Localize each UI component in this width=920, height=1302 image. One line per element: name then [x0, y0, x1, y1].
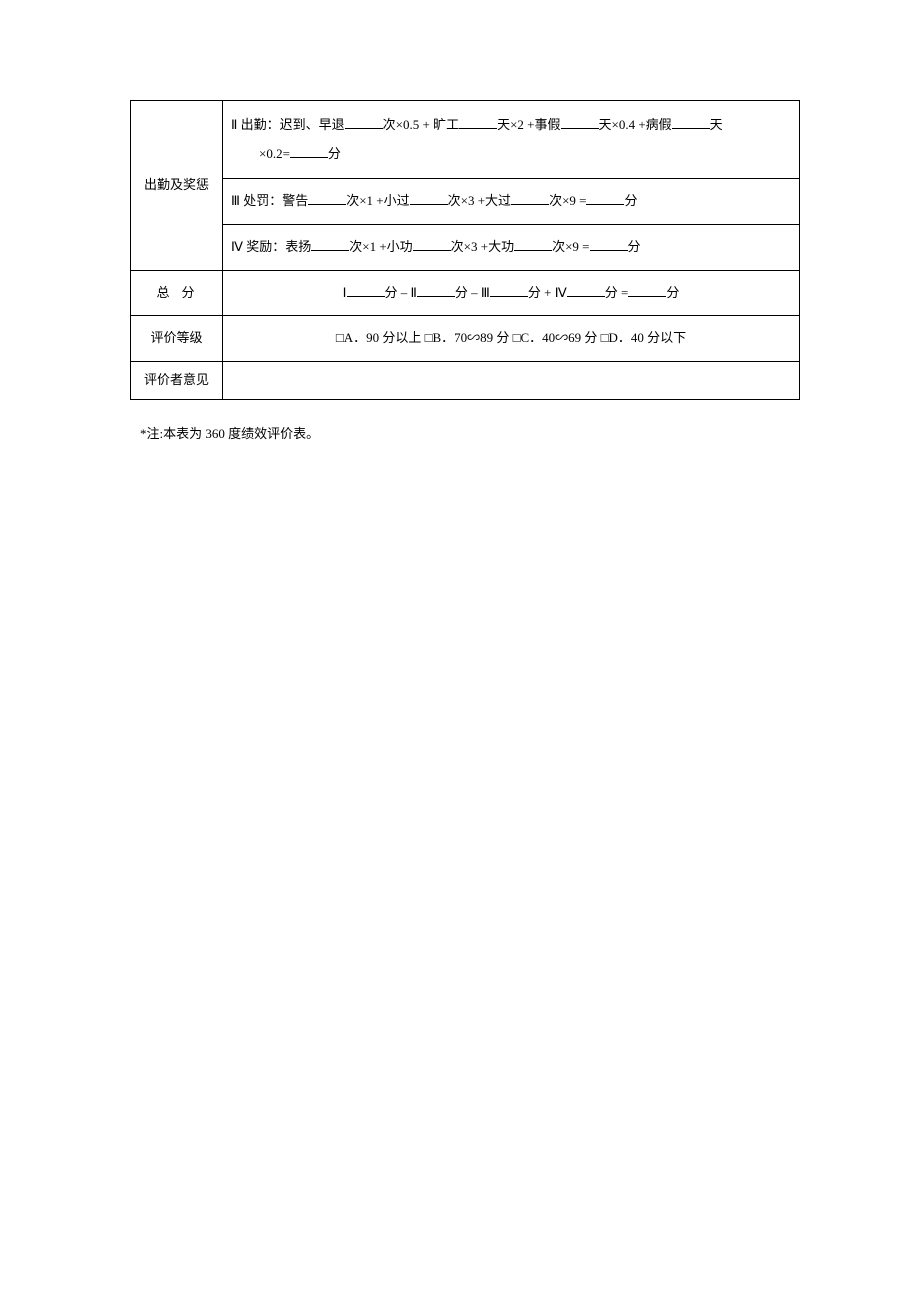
reward-part1: 次×1 +小功 [349, 239, 412, 254]
blank-absent[interactable] [459, 116, 497, 129]
attendance-suffix-prefix: ×0.2= [259, 146, 290, 161]
total-label: 总分 [131, 270, 223, 316]
attendance-indent: ×0.2= 分 [231, 146, 341, 161]
blank-major-fault[interactable] [511, 192, 549, 205]
reward-part2: 次×3 +大功 [451, 239, 514, 254]
penalty-content: Ⅲ 处罚：警告 次×1 +小过 次×3 +大过 次×9 = 分 [223, 179, 800, 225]
attendance-part3: 天×0.4 +病假 [599, 117, 672, 132]
blank-total-result[interactable] [628, 284, 666, 297]
blank-sick-leave[interactable] [672, 116, 710, 129]
reward-row: Ⅳ 奖励：表扬 次×1 +小功 次×3 +大功 次×9 = 分 [131, 224, 800, 270]
blank-warning[interactable] [308, 192, 346, 205]
blank-total-i[interactable] [347, 284, 385, 297]
total-row: 总分 Ⅰ分 – Ⅱ分 – Ⅲ分 + Ⅳ分 =分 [131, 270, 800, 316]
attendance-suffix-unit: 分 [328, 146, 341, 161]
blank-minor-fault[interactable] [410, 192, 448, 205]
evaluation-table: 出勤及奖惩 Ⅱ 出勤：迟到、早退 次×0.5 + 旷工 天×2 +事假 天×0.4 +… [130, 100, 800, 400]
attendance-prefix: Ⅱ 出勤：迟到、早退 [231, 117, 345, 132]
grade-content[interactable]: □A．90 分以上 □B．70∽89 分 □C．40∽69 分 □D．40 分以… [223, 316, 800, 362]
reward-content: Ⅳ 奖励：表扬 次×1 +小功 次×3 +大功 次×9 = 分 [223, 224, 800, 270]
blank-praise[interactable] [311, 238, 349, 251]
blank-major-credit[interactable] [514, 238, 552, 251]
blank-late[interactable] [345, 116, 383, 129]
attendance-part2: 天×2 +事假 [497, 117, 560, 132]
opinion-content[interactable] [223, 361, 800, 399]
blank-personal-leave[interactable] [561, 116, 599, 129]
reward-prefix: Ⅳ 奖励：表扬 [231, 239, 311, 254]
formula-unit: 分 [666, 285, 679, 300]
reward-unit: 分 [628, 239, 641, 254]
attendance-row-1: 出勤及奖惩 Ⅱ 出勤：迟到、早退次×0.5 + 旷工天×2 +事假天×0.4 +… [131, 101, 800, 179]
blank-penalty-score[interactable] [586, 192, 624, 205]
penalty-part2: 次×3 +大过 [448, 193, 511, 208]
attendance-content: Ⅱ 出勤：迟到、早退 次×0.5 + 旷工 天×2 +事假 天×0.4 +病假 天 ×0… [223, 101, 800, 179]
attendance-rewards-label: 出勤及奖惩 [131, 101, 223, 271]
grade-row: 评价等级 □A．90 分以上 □B．70∽89 分 □C．40∽69 分 □D．… [131, 316, 800, 362]
formula-sep1: 分 – Ⅱ [385, 285, 417, 300]
blank-total-iv[interactable] [567, 284, 605, 297]
penalty-part3: 次×9 = [549, 193, 586, 208]
opinion-row: 评价者意见 [131, 361, 800, 399]
footnote: *注:本表为 360 度绩效评价表。 [130, 424, 800, 445]
opinion-label: 评价者意见 [131, 361, 223, 399]
penalty-unit: 分 [624, 193, 637, 208]
grade-label: 评价等级 [131, 316, 223, 362]
blank-minor-credit[interactable] [413, 238, 451, 251]
formula-sep3: 分 + Ⅳ [528, 285, 567, 300]
reward-part3: 次×9 = [552, 239, 589, 254]
attendance-part1: 次×0.5 + 旷工 [383, 117, 459, 132]
penalty-part1: 次×1 +小过 [346, 193, 409, 208]
formula-sep2: 分 – Ⅲ [455, 285, 490, 300]
penalty-row: Ⅲ 处罚：警告 次×1 +小过 次×3 +大过 次×9 = 分 [131, 179, 800, 225]
penalty-prefix: Ⅲ 处罚：警告 [231, 193, 308, 208]
blank-total-ii[interactable] [417, 284, 455, 297]
total-content: Ⅰ分 – Ⅱ分 – Ⅲ分 + Ⅳ分 =分 [223, 270, 800, 316]
attendance-unit-day: 天 [710, 117, 723, 132]
blank-reward-score[interactable] [590, 238, 628, 251]
formula-sep4: 分 = [605, 285, 629, 300]
blank-attendance-score[interactable] [290, 145, 328, 158]
blank-total-iii[interactable] [490, 284, 528, 297]
